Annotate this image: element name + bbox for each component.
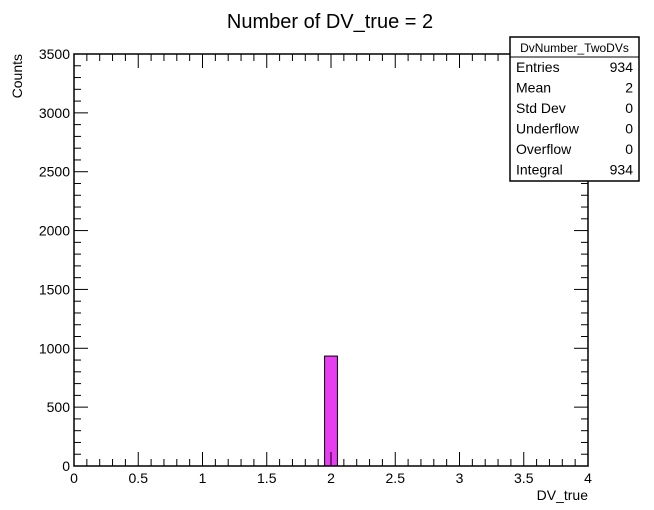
histogram-bar <box>324 355 338 467</box>
x-tick-label: 3 <box>456 470 464 486</box>
y-tick-label: 3000 <box>39 105 70 121</box>
x-tick-label: 0 <box>70 470 78 486</box>
stats-box: DvNumber_TwoDVs Entries 934 Mean 2 Std Dev 0 U… <box>509 36 640 182</box>
y-tick-label: 0 <box>62 458 70 474</box>
y-tick-label: 1000 <box>39 340 70 356</box>
stats-row-value: 934 <box>610 162 634 178</box>
stats-box-title: DvNumber_TwoDVs <box>520 41 629 55</box>
stats-box-frame <box>509 36 640 182</box>
x-tick-label: 3.5 <box>514 470 534 486</box>
y-tick-label: 3500 <box>39 46 70 62</box>
stats-row-label: Underflow <box>516 121 580 137</box>
y-axis-label: Counts <box>9 54 25 98</box>
x-axis-label: DV_true <box>537 487 589 503</box>
chart-title: Number of DV_true = 2 <box>227 11 433 33</box>
y-tick-label: 1500 <box>39 281 70 297</box>
stats-row-label: Overflow <box>516 141 572 157</box>
x-tick-label: 1.5 <box>257 470 277 486</box>
stats-row-label: Std Dev <box>516 100 566 116</box>
stats-row-value: 0 <box>625 100 633 116</box>
plot-frame <box>73 53 589 467</box>
ticks-layer: 0 0.5 1 1.5 2 2.5 3 3.5 4 0 500 1000 1500 2000 2500 300… <box>39 46 592 486</box>
y-tick-label: 500 <box>47 399 71 415</box>
x-tick-label: 4 <box>584 470 592 486</box>
y-tick-label: 2500 <box>39 164 70 180</box>
y-tick-label: 2000 <box>39 223 70 239</box>
x-tick-label: 2.5 <box>386 470 406 486</box>
x-tick-label: 1 <box>199 470 207 486</box>
stats-row-label: Entries <box>516 59 560 75</box>
x-tick-label: 0.5 <box>129 470 149 486</box>
stats-row-value: 934 <box>610 59 634 75</box>
stats-row-value: 2 <box>625 80 633 96</box>
stats-row-label: Mean <box>516 80 551 96</box>
stats-row-value: 0 <box>625 121 633 137</box>
stats-row-value: 0 <box>625 141 633 157</box>
x-tick-label: 2 <box>327 470 335 486</box>
stats-row-label: Integral <box>516 162 563 178</box>
bars-layer <box>324 355 338 467</box>
